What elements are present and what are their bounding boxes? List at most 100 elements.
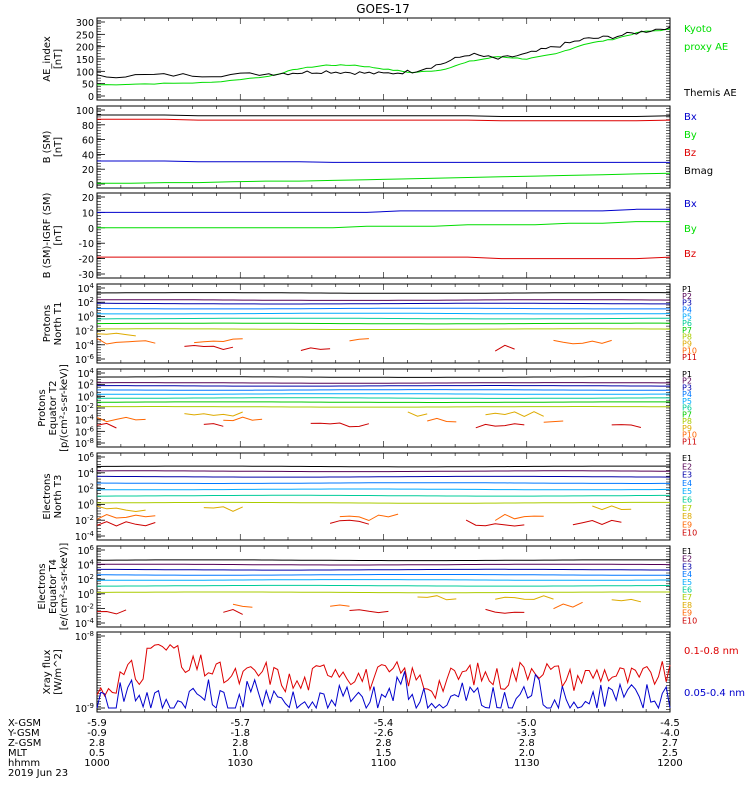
series-channel-1	[97, 559, 670, 562]
series-channel-11	[203, 423, 224, 427]
y-tick-label: 20	[82, 193, 94, 204]
ephemeris-value: -5.7	[230, 718, 250, 729]
y-tick-label: -10	[78, 239, 94, 250]
series-channel-10	[572, 519, 622, 526]
series-channel-2	[96, 299, 671, 301]
y-axis-label: [nT]	[53, 137, 64, 157]
y-tick-label: 250	[76, 30, 94, 41]
series-channel-9	[184, 411, 243, 417]
legend-entry: Bz	[684, 148, 696, 159]
y-axis-label: North T3	[53, 475, 64, 519]
y-tick-label: 102	[77, 379, 94, 392]
ephemeris-value: 2.5	[662, 748, 678, 759]
series-channel-7	[97, 591, 670, 594]
ephemeris-row-label: 2019 Jun 23	[8, 768, 68, 779]
legend-entry: proxy AE	[684, 42, 728, 53]
series-channel-11	[310, 422, 370, 428]
y-tick-label: 104	[77, 282, 94, 295]
series-channel-10	[485, 608, 525, 614]
legend-entry: P3	[682, 299, 692, 308]
series-themis-ae	[96, 26, 671, 79]
y-tick-label: 0	[88, 92, 94, 103]
y-tick-label: 10-2	[75, 514, 94, 527]
legend-entry: E3	[682, 562, 692, 571]
legend-entry: By	[684, 130, 697, 141]
series-channel-9	[494, 513, 544, 521]
series-channel-8	[203, 506, 243, 512]
ephemeris-value: -0.9	[87, 728, 107, 739]
series-channel-5	[96, 312, 671, 315]
ephemeris-value: -4.0	[660, 728, 680, 739]
y-tick-label: 102	[77, 296, 94, 309]
legend-entry: P9	[682, 340, 692, 349]
legend-entry: By	[684, 224, 697, 235]
y-axis-label: [e/(cm²-s-sr-keV)]	[59, 543, 70, 631]
y-tick-label: 10-4	[75, 530, 95, 543]
panel-frame	[96, 17, 671, 101]
ephemeris-row-label: Y-GSM	[7, 728, 40, 739]
y-tick-label: 10-6	[75, 425, 95, 438]
legend-entry: P1	[682, 370, 692, 379]
y-tick-label: 50	[82, 80, 94, 91]
series-kyoto-proxy-ae	[96, 28, 671, 86]
legend-entry: 0.05-0.4 nm	[684, 688, 745, 699]
legend-entry: E8	[682, 601, 692, 610]
legend-entry: E9	[682, 609, 692, 618]
series-channel-5	[97, 579, 670, 581]
legend-entry: P6	[682, 404, 692, 413]
y-tick-label: 102	[77, 483, 94, 496]
ephemeris-value: -5.0	[517, 718, 537, 729]
y-tick-label: 80	[82, 121, 94, 132]
y-tick-label: 10-4	[75, 414, 95, 427]
legend-entry: P10	[682, 346, 697, 355]
legend-entry: E3	[682, 471, 692, 480]
legend-entry: Bx	[684, 199, 697, 210]
y-tick-label: 100	[77, 588, 94, 601]
ephemeris-row-label: Z-GSM	[8, 738, 41, 749]
series-channel-4	[97, 574, 670, 576]
legend-entry: P4	[682, 305, 692, 314]
ephemeris-value: -3.3	[517, 728, 537, 739]
ephemeris-value: -5.9	[87, 718, 107, 729]
y-tick-label: 40	[82, 150, 94, 161]
ephemeris-value: 2.8	[519, 738, 535, 749]
y-axis-label: [p/(cm²-s-sr-keV)]	[59, 364, 70, 452]
series-channel-6	[97, 494, 670, 497]
series-channel-11	[475, 423, 525, 429]
y-axis-label: Protons	[42, 305, 53, 342]
series-by	[97, 221, 670, 229]
legend-entry: E1	[682, 454, 692, 463]
y-tick-label: 100	[76, 106, 94, 117]
series-channel-1	[96, 376, 670, 378]
y-axis-label: Equator T2	[48, 381, 59, 436]
series-xray-1	[96, 671, 671, 710]
y-tick-label: 0	[88, 180, 94, 191]
series-channel-10	[427, 417, 457, 423]
legend: Bx By Bz	[684, 199, 697, 260]
panel-frame	[96, 192, 671, 279]
ephemeris-value: 2.7	[662, 738, 678, 749]
series-channel-9	[339, 513, 399, 522]
legend-entry: P11	[682, 437, 697, 446]
series-channel-2	[97, 563, 671, 566]
legend-entry: E7	[682, 593, 692, 602]
series-channel-10	[96, 609, 127, 615]
legend-entry: E6	[682, 496, 692, 505]
y-tick-label: 10-6	[75, 353, 95, 366]
legend-entry: Themis AE	[683, 88, 737, 99]
series-channel-10	[553, 339, 612, 345]
series-channel-9	[407, 411, 428, 417]
y-tick-label: 10-4	[75, 339, 95, 352]
series-channel-3	[97, 302, 670, 305]
series-channel-8	[97, 328, 671, 330]
y-tick-label: 104	[77, 467, 94, 480]
series-bz	[97, 118, 671, 122]
series-by	[97, 172, 671, 184]
panel-frame	[96, 631, 671, 713]
